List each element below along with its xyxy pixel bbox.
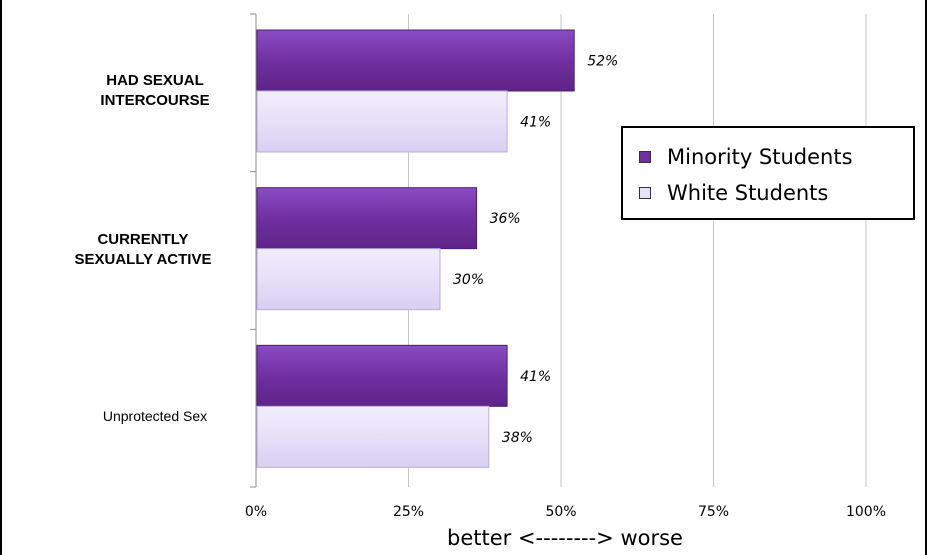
- bar-data-label: 41%: [520, 115, 551, 131]
- bar-data-label: 36%: [490, 211, 521, 227]
- x-tick-label: 100%: [846, 504, 886, 520]
- legend: Minority Students White Students: [621, 126, 915, 220]
- bar-white: [256, 90, 508, 153]
- x-axis-title: better <--------> worse: [447, 526, 683, 550]
- x-tick-label: 25%: [393, 504, 424, 520]
- x-tick-labels: 0% 25% 50% 75% 100%: [245, 504, 886, 520]
- bar-white: [256, 248, 441, 311]
- category-label-line: HAD SEXUAL: [106, 72, 204, 89]
- category-label-unprotected-sex: Unprotected Sex: [40, 406, 270, 426]
- bar-data-label: 30%: [453, 272, 484, 288]
- legend-item-white: White Students: [639, 176, 828, 210]
- bar-minority: [256, 29, 575, 92]
- bar-minority: [256, 187, 478, 250]
- legend-swatch-minority: [639, 151, 651, 163]
- category-label-currently-sexually-active: CURRENTLY SEXUALLY ACTIVE: [28, 230, 258, 270]
- bar-data-label: 38%: [502, 430, 533, 446]
- category-label-line: CURRENTLY: [97, 231, 189, 248]
- bars: [256, 29, 575, 468]
- category-label-line: SEXUALLY ACTIVE: [74, 251, 212, 268]
- bar-labels: 52% 41% 36% 30% 41% 38%: [453, 54, 618, 446]
- bar-white: [256, 405, 490, 468]
- y-axis: [250, 13, 257, 488]
- legend-label-white: White Students: [667, 181, 829, 205]
- category-label-line: INTERCOURSE: [100, 92, 210, 109]
- legend-swatch-white: [639, 187, 651, 199]
- bar-data-label: 41%: [520, 369, 551, 385]
- category-label-had-sexual-intercourse: HAD SEXUAL INTERCOURSE: [40, 71, 270, 111]
- x-tick-label: 75%: [698, 504, 729, 520]
- legend-item-minority: Minority Students: [639, 140, 853, 174]
- x-tick-label: 0%: [245, 504, 267, 520]
- bar-minority: [256, 344, 508, 407]
- category-label-line: Unprotected Sex: [102, 408, 208, 424]
- legend-label-minority: Minority Students: [667, 145, 853, 169]
- bar-data-label: 52%: [587, 54, 618, 70]
- x-tick-label: 50%: [545, 504, 576, 520]
